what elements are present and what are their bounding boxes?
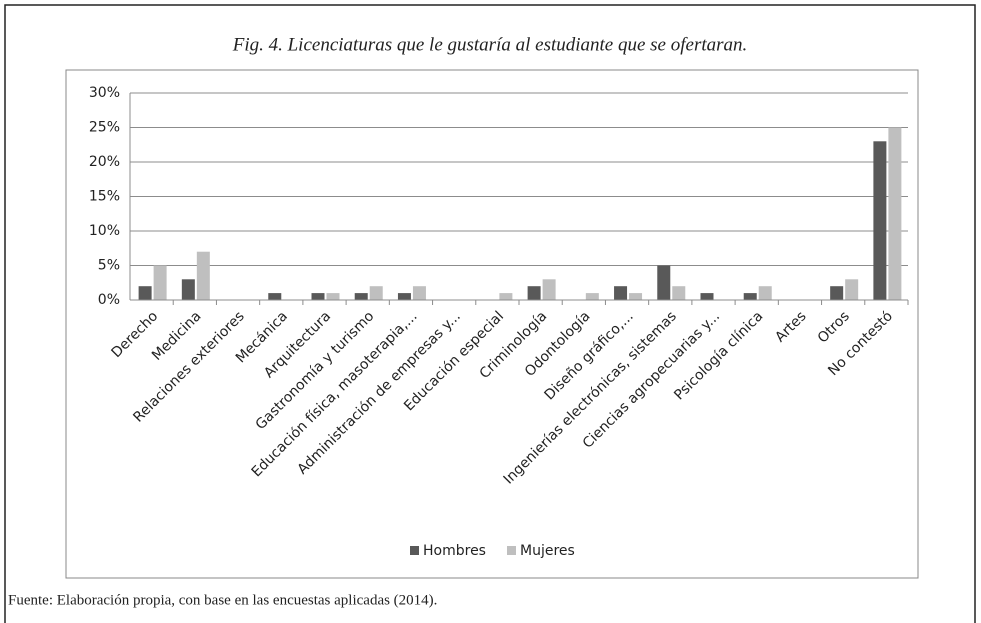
bar bbox=[873, 141, 887, 300]
bar bbox=[412, 286, 426, 300]
bar bbox=[268, 293, 282, 300]
bar bbox=[888, 127, 902, 300]
bar bbox=[397, 293, 411, 300]
y-tick-label: 5% bbox=[98, 258, 120, 274]
y-tick-label: 15% bbox=[89, 189, 120, 205]
bar bbox=[354, 293, 368, 300]
y-tick-label: 25% bbox=[89, 120, 120, 136]
bar bbox=[499, 293, 513, 300]
bar bbox=[700, 293, 714, 300]
bar bbox=[527, 286, 541, 300]
bar bbox=[614, 286, 628, 300]
source-note: Fuente: Elaboración propia, con base en … bbox=[8, 592, 437, 608]
bar bbox=[629, 293, 643, 300]
bar bbox=[542, 279, 556, 300]
frame bbox=[4, 4, 976, 623]
bar bbox=[153, 265, 167, 300]
y-tick-label: 0% bbox=[98, 292, 120, 308]
bar bbox=[657, 265, 671, 300]
bar bbox=[585, 293, 599, 300]
legend-swatch bbox=[507, 546, 516, 555]
chart-box bbox=[65, 69, 919, 579]
bar bbox=[369, 286, 383, 300]
legend-label: Mujeres bbox=[520, 543, 575, 559]
bar bbox=[181, 279, 195, 300]
bar bbox=[743, 293, 757, 300]
bar bbox=[326, 293, 340, 300]
x-tick-label: Otros bbox=[815, 308, 853, 346]
y-tick-label: 10% bbox=[89, 223, 120, 239]
bar bbox=[830, 286, 844, 300]
bar bbox=[311, 293, 325, 300]
bar bbox=[845, 279, 859, 300]
bar bbox=[672, 286, 686, 300]
bar bbox=[138, 286, 152, 300]
bar bbox=[758, 286, 772, 300]
legend-swatch bbox=[410, 546, 419, 555]
bar bbox=[196, 251, 210, 300]
y-tick-label: 20% bbox=[89, 154, 120, 170]
legend-label: Hombres bbox=[423, 543, 486, 559]
x-tick-label: Artes bbox=[772, 308, 809, 345]
y-tick-label: 30% bbox=[89, 85, 120, 101]
chart-title: Fig. 4. Licenciaturas que le gustaría al… bbox=[232, 34, 748, 55]
